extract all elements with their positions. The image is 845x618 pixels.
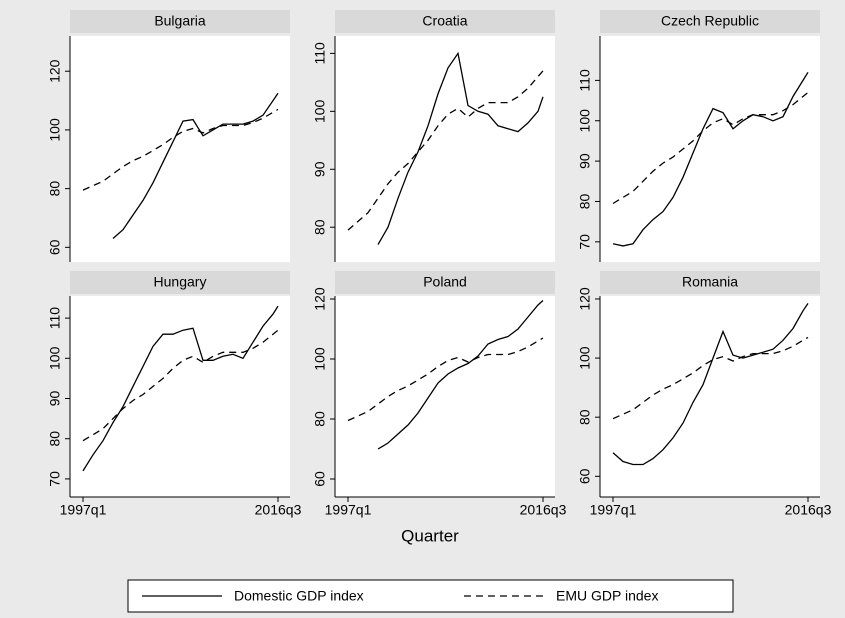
strip [335,271,555,294]
strip [600,10,820,33]
legend-box [127,579,734,613]
panel-title: Czech Republic [661,13,759,29]
y-tick-label: 110 [312,42,328,65]
y-tick-label: 110 [577,69,593,92]
plot-area [335,36,555,262]
y-tick-label: 80 [577,193,593,209]
y-tick-label: 70 [577,234,593,250]
y-tick-label: 70 [47,471,63,487]
y-tick-label: 100 [577,109,593,133]
series-line [612,303,809,466]
legend-label: Domestic GDP index [234,588,364,604]
y-tick-label: 100 [312,99,328,123]
series-line [377,300,544,450]
strip [600,271,820,294]
series-line [347,70,544,231]
y-tick-label: 100 [577,346,593,370]
series-line [82,329,279,442]
series-line [112,92,279,239]
y-tick-label: 120 [47,59,63,83]
x-tick-label: 2016q3 [785,502,832,518]
y-tick-label: 90 [577,153,593,169]
plot-area [70,36,290,262]
strip [70,271,290,294]
series-line [347,337,544,422]
x-tick-label: 1997q1 [325,502,372,518]
y-tick-label: 80 [312,219,328,235]
y-tick-label: 100 [312,347,328,371]
y-tick-label: 60 [577,468,593,484]
x-tick-label: 2016q3 [255,502,302,518]
x-axis-title: Quarter [401,526,459,545]
y-tick-label: 100 [47,118,63,142]
y-tick-label: 90 [47,391,63,407]
series-line [612,91,809,205]
panel-title: Hungary [154,274,207,290]
series-line [82,108,279,191]
legend-label: EMU GDP index [556,588,658,604]
panel-title: Poland [423,274,467,290]
x-tick-label: 1997q1 [60,502,107,518]
plot-area [600,36,820,262]
panel-title: Romania [682,274,738,290]
y-tick-label: 80 [47,431,63,447]
series-line [377,51,544,245]
y-tick-label: 80 [577,409,593,425]
y-tick-label: 90 [312,161,328,177]
x-tick-label: 2016q3 [520,502,567,518]
series-line [612,71,809,247]
plot-area [600,296,820,497]
y-tick-label: 110 [47,307,63,330]
y-tick-label: 80 [312,411,328,427]
series-line [82,305,279,472]
strip [70,10,290,33]
y-tick-label: 80 [47,181,63,197]
y-tick-label: 120 [312,287,328,311]
strip [335,10,555,33]
x-tick-label: 1997q1 [590,502,637,518]
y-tick-label: 100 [47,346,63,370]
series-line [612,336,809,420]
plot-area [335,296,555,497]
y-tick-label: 60 [312,471,328,487]
plot-area [70,296,290,497]
y-tick-label: 120 [577,287,593,311]
panel-title: Bulgaria [154,13,206,29]
y-tick-label: 60 [47,239,63,255]
panel-title: Croatia [422,13,467,29]
